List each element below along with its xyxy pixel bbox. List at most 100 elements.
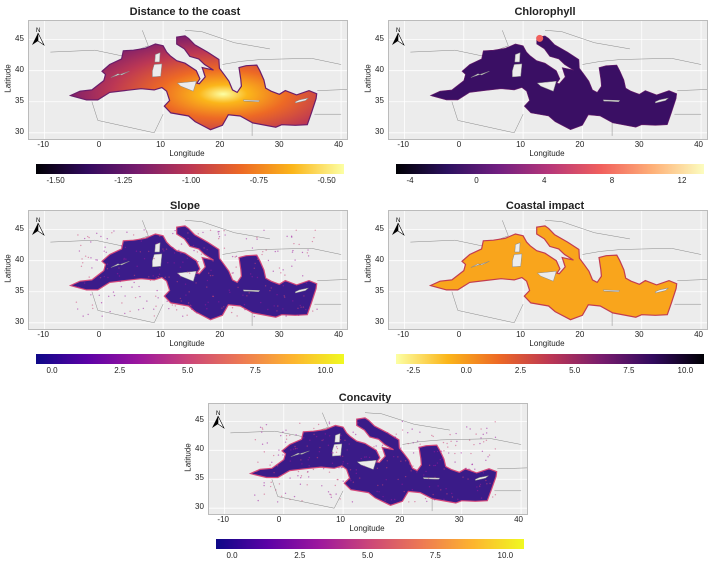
texture-dot [384,499,386,502]
texture-dot [103,275,106,278]
texture-dot [98,294,100,297]
island [242,99,261,102]
lon-tick: 40 [334,140,343,149]
texture-dot [294,259,296,261]
texture-dot [397,456,399,458]
country-border [91,101,155,134]
texture-dot [90,294,92,296]
texture-dot [492,496,494,498]
texture-dot [465,467,467,470]
texture-dot [307,255,310,257]
lat-tick: 35 [375,95,384,105]
texture-dot [332,452,334,454]
texture-dot [378,491,380,493]
island [295,287,309,294]
texture-dot [344,439,346,442]
texture-dot [376,467,379,469]
texture-dot [166,300,168,303]
lon-tick: 20 [215,140,225,149]
texture-dot [120,286,123,288]
texture-dot [188,291,190,293]
texture-dot [350,480,352,482]
texture-dot [494,448,497,450]
texture-dot [100,302,103,304]
texture-dot [100,235,102,238]
colorbar-tick: 8 [609,176,615,185]
texture-dot [277,250,279,252]
panel-title: Chlorophyll [514,6,576,18]
texture-dot [136,265,138,267]
texture-dot [412,452,415,454]
svg-text:N: N [36,218,40,224]
texture-dot [424,497,427,500]
texture-dot [139,295,141,298]
island [332,443,343,457]
texture-dot [101,315,103,317]
x-axis-label: Longitude [169,339,205,348]
lat-tick: 30 [375,126,384,136]
x-axis-label: Longitude [529,149,565,158]
texture-dot [407,442,409,445]
texture-dot [180,300,183,302]
y-axis-label: Latitude [183,443,193,472]
texture-dot [289,498,291,501]
svg-text:N: N [216,411,220,417]
texture-dot [248,292,250,294]
texture-dot [280,495,283,497]
texture-dot [489,482,491,485]
texture-dot [342,463,344,465]
texture-dot [305,308,307,311]
texture-dot [313,236,315,239]
texture-dot [298,243,300,246]
svg-text:N: N [396,28,400,34]
island [295,97,309,104]
texture-dot [202,231,204,234]
texture-dot [80,244,82,247]
texture-dot [401,429,404,431]
texture-dot [341,466,343,469]
texture-dot [395,433,397,435]
texture-dot [143,229,145,231]
texture-dot [87,256,90,259]
panel-chlorophyll: Chlorophyll N 45 40 35 30 -10 0 10 20 30 40 Latitud… [360,0,720,190]
lat-tick: 35 [375,285,384,295]
texture-dot [408,501,410,503]
lon-tick: -10 [37,330,49,339]
texture-dot [196,251,199,253]
texture-dot [260,301,262,304]
texture-dot [412,465,414,467]
island [602,99,621,102]
lat-tick: 35 [15,95,24,105]
colorbar-tick: 10.0 [317,366,334,375]
lon-tick: 30 [274,140,284,149]
lon-tick: -10 [217,515,229,524]
texture-dot [480,497,483,499]
texture-dot [186,257,189,259]
map-canvas [29,211,347,329]
texture-dot [275,489,277,491]
texture-dot [263,451,265,453]
texture-dot [433,464,435,467]
texture-dot [249,273,252,275]
texture-dot [382,495,384,498]
texture-dot [263,482,265,484]
texture-dot [77,234,79,236]
texture-dot [179,297,182,300]
texture-dot [342,455,344,457]
texture-dot [123,258,125,261]
colorbar-tick: 2.5 [294,551,306,560]
texture-dot [276,310,278,312]
texture-dot [440,489,442,491]
texture-dot [263,229,265,231]
colorbar-tick: 0.0 [460,366,472,375]
texture-dot [440,450,443,452]
texture-dot [282,284,285,287]
lon-tick: 20 [215,330,225,339]
lon-tick: 10 [336,515,345,524]
texture-dot [428,464,431,467]
lon-tick: 30 [634,140,644,149]
texture-dot [164,276,166,279]
colorbar-tick: 5.0 [362,551,374,560]
texture-dot [306,471,309,473]
texture-dot [121,302,123,304]
